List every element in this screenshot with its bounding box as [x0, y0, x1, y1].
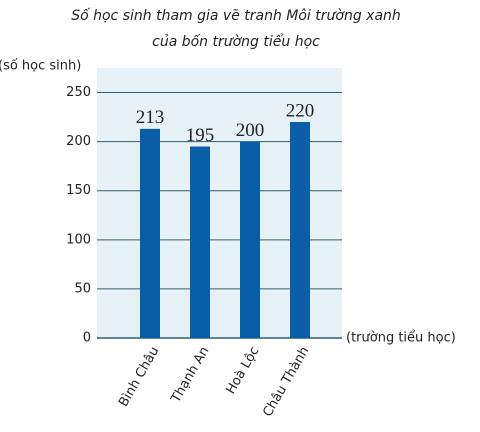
y-tick-label: 50 [74, 281, 91, 296]
data-label: 220 [286, 100, 315, 121]
bar [240, 141, 260, 338]
y-tick-label: 250 [66, 85, 91, 100]
y-tick-label: 0 [83, 331, 91, 346]
chart-subtitle: của bốn trường tiểu học [152, 33, 320, 50]
data-label: 200 [236, 120, 265, 141]
bar [140, 128, 160, 338]
x-axis-label: (trường tiểu học) [346, 331, 456, 346]
bar [290, 122, 310, 338]
y-tick-label: 150 [66, 183, 91, 198]
data-label: 195 [186, 125, 215, 146]
data-label: 213 [136, 107, 165, 128]
bar [190, 146, 210, 338]
y-tick-label: 200 [66, 134, 91, 149]
x-tick-label: Thạnh An [168, 344, 212, 406]
y-axis-label: (số học sinh) [0, 59, 81, 74]
chart-title: Số học sinh tham gia vẽ tranh Môi trường… [71, 7, 401, 24]
x-tick-label: Châu Thành [260, 344, 312, 419]
x-tick-label: Bình Châu [116, 344, 162, 409]
y-tick-label: 100 [66, 232, 91, 247]
x-tick-label: Hoà Lộc [223, 344, 262, 397]
